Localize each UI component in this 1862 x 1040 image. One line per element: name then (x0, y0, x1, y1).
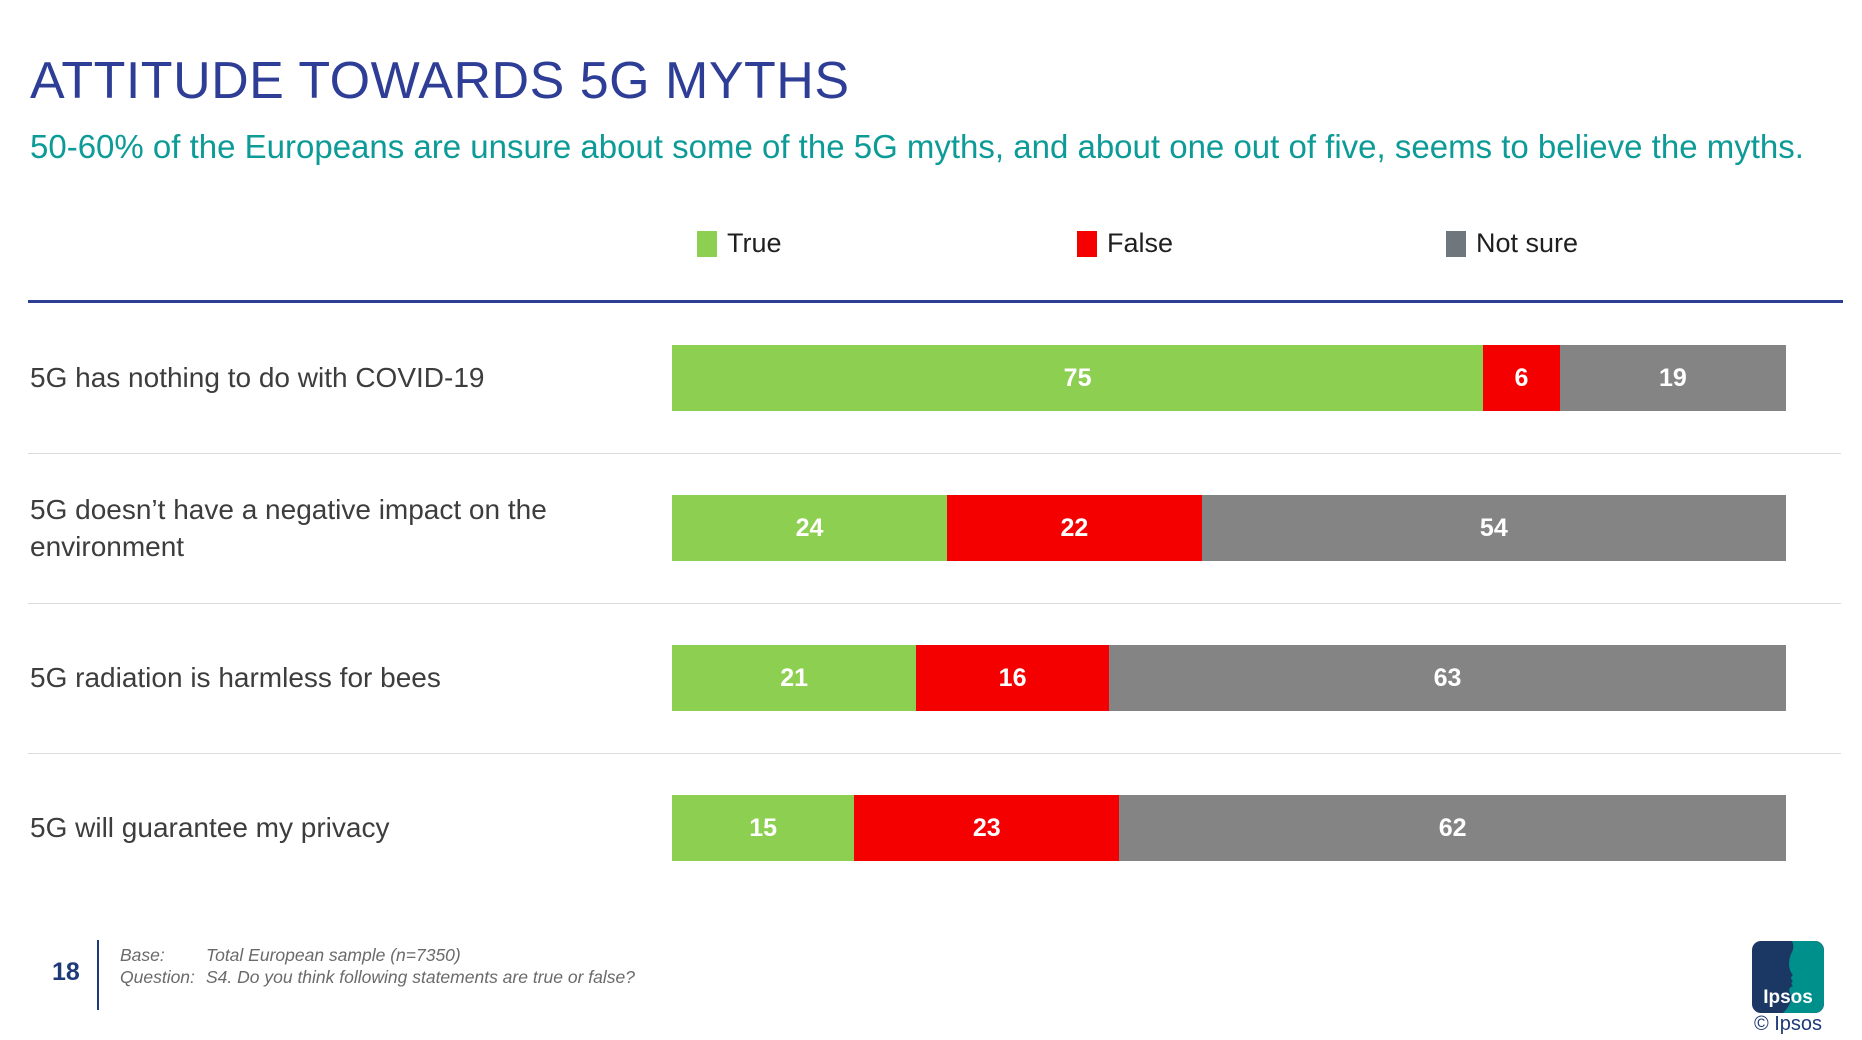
page-title: ATTITUDE TOWARDS 5G MYTHS (30, 51, 850, 110)
footnote-base-label: Base: (120, 945, 165, 965)
bar-segment-false: 23 (854, 795, 1120, 861)
value-label: 75 (1063, 363, 1092, 392)
bar-segment-true: 21 (672, 645, 917, 711)
value-label: 23 (972, 813, 1001, 842)
value-label: 62 (1438, 813, 1467, 842)
chart-rows: 5G has nothing to do with COVID-19 75 6 19 5… (28, 304, 1841, 903)
footnote-base: Base: Total European sample (n=7350) (120, 944, 635, 966)
stacked-bar: 15 23 62 (672, 795, 1786, 861)
bar-segment-false: 22 (947, 495, 1202, 561)
bar-segment-false: 16 (916, 645, 1109, 711)
chart-row: 5G has nothing to do with COVID-19 75 6 19 (28, 304, 1841, 454)
legend-swatch-not-sure (1446, 230, 1466, 257)
value-label: 22 (1060, 513, 1089, 542)
chart-legend: True False Not sure (0, 228, 1862, 270)
logo-wordmark: Ipsos (1763, 987, 1813, 1008)
footnote-question: Question: S4. Do you think following sta… (120, 966, 635, 988)
stacked-bar: 21 16 63 (672, 645, 1786, 711)
page-subtitle: 50-60% of the Europeans are unsure about… (30, 128, 1804, 165)
bar-segment-true: 24 (672, 495, 948, 561)
legend-label: False (1107, 228, 1174, 258)
chart-row: 5G radiation is harmless for bees 21 16 63 (28, 604, 1841, 754)
legend-swatch-false (1077, 230, 1097, 257)
value-label: 24 (795, 513, 824, 542)
stacked-bar: 75 6 19 (672, 345, 1787, 411)
bar-segment-false: 6 (1483, 345, 1560, 411)
legend-label: True (727, 228, 782, 258)
value-label: 21 (780, 663, 809, 692)
value-label: 54 (1479, 513, 1508, 542)
footer-divider-line (97, 940, 99, 1010)
value-label: 15 (749, 813, 778, 842)
bar-segment-not-sure: 62 (1119, 795, 1786, 861)
category-label: 5G doesn’t have a negative impact on the… (30, 494, 547, 562)
bar-segment-not-sure: 63 (1108, 645, 1786, 711)
value-label: 63 (1433, 663, 1462, 692)
chart-row: 5G will guarantee my privacy 15 23 62 (28, 754, 1841, 903)
footnotes: Base: Total European sample (n=7350) Que… (120, 944, 635, 988)
value-label: 19 (1658, 363, 1687, 392)
bar-segment-true: 15 (672, 795, 855, 861)
chart-row: 5G doesn’t have a negative impact on the… (28, 454, 1841, 604)
value-label: 16 (998, 663, 1027, 692)
footnote-question-label: Question: (120, 967, 195, 987)
legend-item-true: True (697, 228, 782, 259)
bar-segment-not-sure: 54 (1201, 495, 1786, 561)
bar-segment-not-sure: 19 (1559, 345, 1787, 411)
logo-face-shape (1783, 941, 1824, 1013)
stacked-bar: 24 22 54 (672, 495, 1786, 561)
ipsos-logo: Ipsos (1752, 941, 1824, 1013)
category-label: 5G will guarantee my privacy (30, 812, 390, 844)
category-label: 5G radiation is harmless for bees (30, 662, 441, 694)
value-label: 6 (1514, 363, 1529, 392)
page-number: 18 (52, 958, 80, 986)
copyright-text: © Ipsos (1753, 1013, 1823, 1035)
legend-item-false: False (1077, 228, 1173, 259)
legend-item-not-sure: Not sure (1446, 228, 1578, 259)
category-label: 5G has nothing to do with COVID-19 (30, 362, 485, 394)
footnote-question-value: S4. Do you think following statements ar… (206, 967, 635, 987)
footnote-base-value: Total European sample (n=7350) (206, 945, 461, 965)
bar-segment-true: 75 (672, 345, 1484, 411)
legend-swatch-true (697, 230, 717, 257)
header-divider-line (28, 300, 1843, 303)
legend-label: Not sure (1476, 228, 1579, 258)
